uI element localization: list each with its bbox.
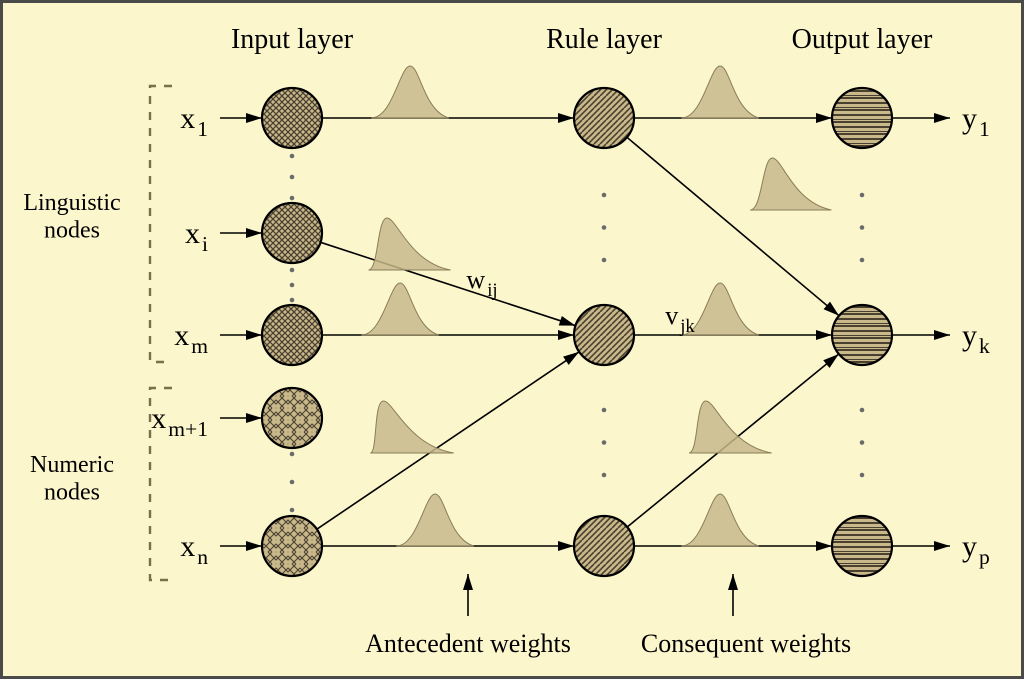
vdots-icon: [860, 193, 865, 198]
side-group-label: nodes: [44, 480, 100, 506]
vdots-icon: [290, 268, 295, 273]
layer-header: Output layer: [792, 24, 933, 55]
input-node: [262, 88, 322, 148]
vdots-icon: [860, 225, 865, 230]
vdots-icon: [860, 440, 865, 445]
rule-node: [574, 88, 634, 148]
side-group-label: Linguistic: [23, 190, 120, 216]
rule-node: [574, 305, 634, 365]
input-node: [262, 305, 322, 365]
vdots-icon: [290, 154, 295, 159]
vdots-icon: [602, 225, 607, 230]
input-node: [262, 388, 322, 448]
vdots-icon: [290, 480, 295, 485]
vdots-icon: [602, 473, 607, 478]
vdots-icon: [860, 258, 865, 263]
side-group-label: nodes: [44, 218, 100, 244]
rule-node: [574, 516, 634, 576]
vdots-icon: [602, 440, 607, 445]
vdots-icon: [290, 175, 295, 180]
vdots-icon: [860, 408, 865, 413]
output-node: [832, 305, 892, 365]
footer-label-consequent: Consequent weights: [641, 629, 851, 658]
vdots-icon: [602, 193, 607, 198]
footer-label-antecedent: Antecedent weights: [365, 629, 571, 658]
output-node: [832, 88, 892, 148]
vdots-icon: [860, 473, 865, 478]
vdots-icon: [290, 196, 295, 201]
diagram-root: Input layerRule layerOutput layerx1xixmx…: [0, 0, 1024, 679]
vdots-icon: [602, 408, 607, 413]
input-node: [262, 516, 322, 576]
vdots-icon: [290, 452, 295, 457]
vdots-icon: [602, 258, 607, 263]
vdots-icon: [290, 298, 295, 303]
output-node: [832, 516, 892, 576]
layer-header: Input layer: [231, 24, 354, 55]
vdots-icon: [290, 508, 295, 513]
input-node: [262, 203, 322, 263]
vdots-icon: [290, 283, 295, 288]
side-group-label: Numeric: [30, 452, 114, 478]
layer-header: Rule layer: [546, 24, 663, 55]
